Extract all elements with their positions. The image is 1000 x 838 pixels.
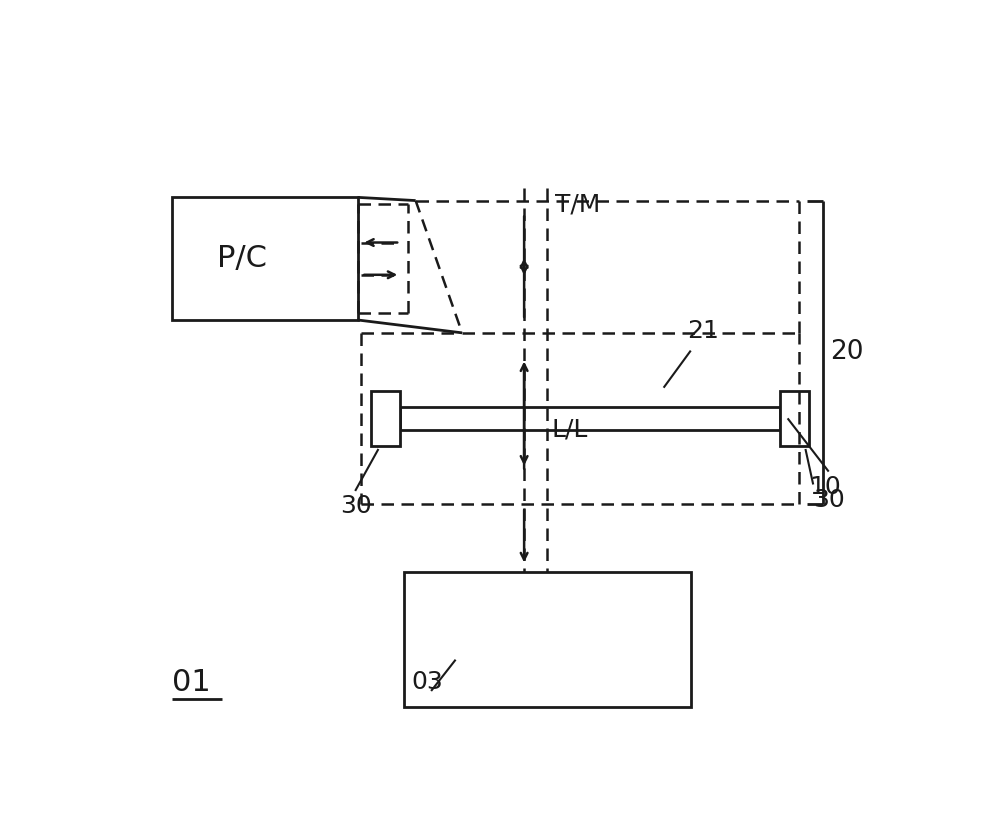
Text: 20: 20: [830, 339, 864, 365]
Text: 01: 01: [172, 669, 210, 697]
Text: P/C: P/C: [217, 244, 267, 273]
Text: 30: 30: [340, 494, 371, 518]
Text: 10: 10: [809, 475, 841, 499]
Text: 03: 03: [412, 670, 444, 694]
Bar: [371, 391, 400, 446]
Text: 30: 30: [813, 488, 845, 512]
Bar: [780, 391, 809, 446]
Text: 21: 21: [687, 318, 719, 343]
Bar: [172, 198, 358, 320]
Bar: [400, 407, 780, 430]
Bar: [404, 572, 691, 707]
Text: L/L: L/L: [551, 417, 588, 442]
Text: T/M: T/M: [555, 193, 600, 217]
